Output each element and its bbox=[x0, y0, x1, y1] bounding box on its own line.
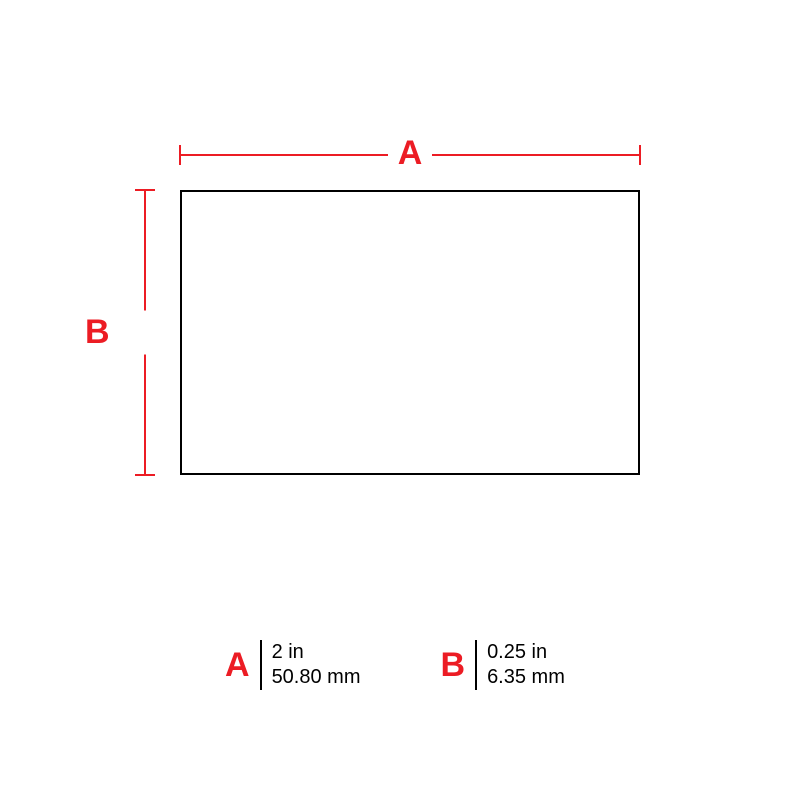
legend-a-values: 2 in 50.80 mm bbox=[262, 640, 361, 690]
legend-a-mm: 50.80 mm bbox=[272, 665, 361, 690]
legend-b-inches: 0.25 in bbox=[487, 640, 565, 665]
dimension-b-label: B bbox=[85, 313, 145, 352]
dimension-legend: A 2 in 50.80 mm B 0.25 in 6.35 mm bbox=[225, 640, 565, 690]
legend-b-values: 0.25 in 6.35 mm bbox=[477, 640, 565, 690]
legend-b-letter: B bbox=[441, 646, 476, 685]
legend-a-letter: A bbox=[225, 646, 260, 685]
legend-item-a: A 2 in 50.80 mm bbox=[225, 640, 361, 690]
legend-b-mm: 6.35 mm bbox=[487, 665, 565, 690]
legend-item-b: B 0.25 in 6.35 mm bbox=[441, 640, 565, 690]
legend-a-inches: 2 in bbox=[272, 640, 361, 665]
diagram-canvas: { "diagram": { "type": "dimensioned-rect… bbox=[0, 0, 800, 800]
